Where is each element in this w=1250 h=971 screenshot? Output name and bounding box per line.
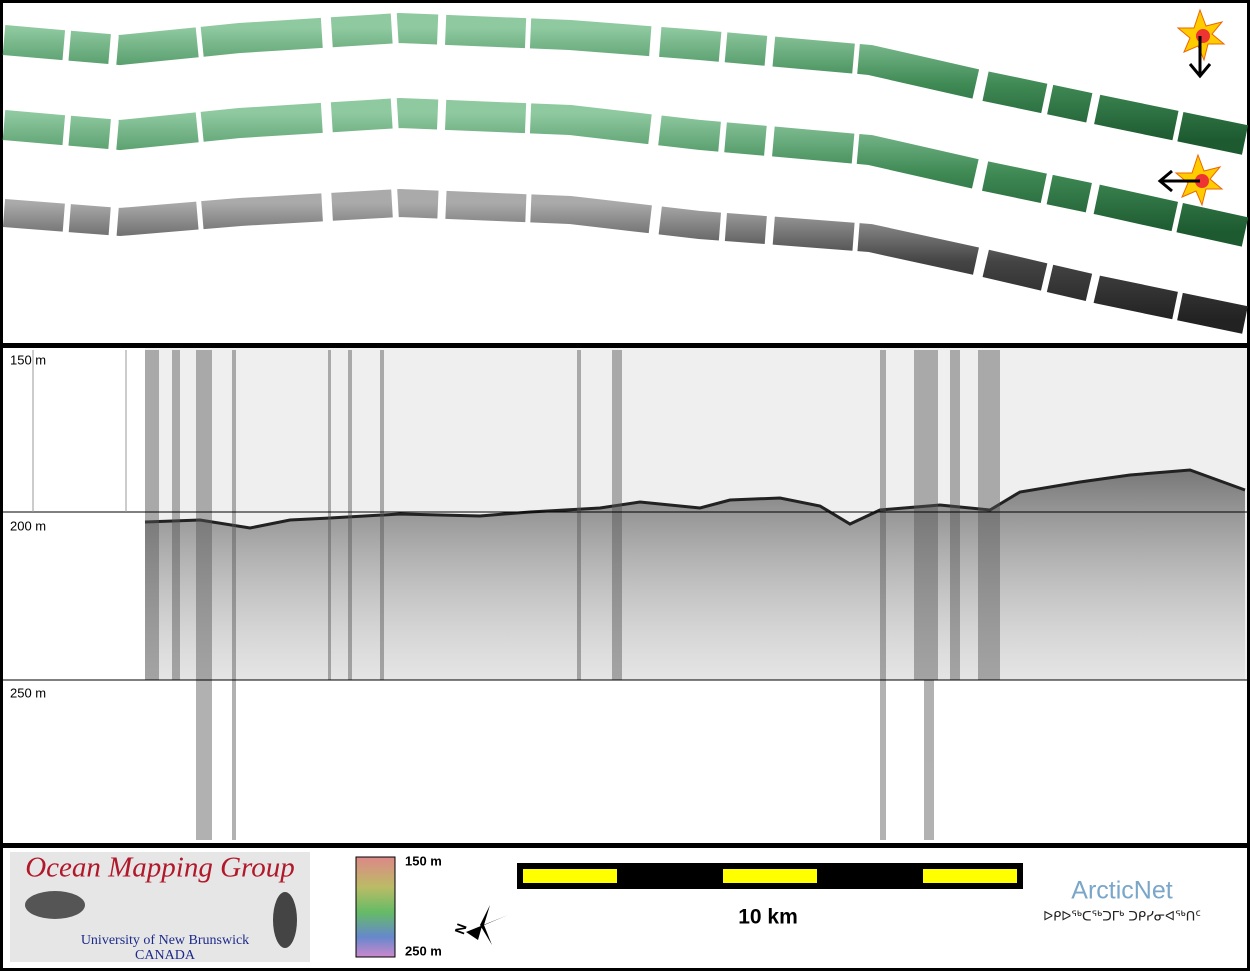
sun-icon — [1176, 8, 1226, 79]
noise-stripes — [145, 350, 1000, 840]
footer: Ocean Mapping Group University of New Br… — [10, 852, 1201, 963]
colorbar — [355, 856, 396, 958]
sun-icon — [1157, 153, 1224, 207]
depth-label: 200 m — [10, 518, 46, 533]
swath-strip — [2, 12, 1249, 155]
logo-graphic — [25, 891, 85, 919]
separator — [0, 843, 1250, 848]
scale-label: 10 km — [738, 906, 798, 929]
swath-panel — [2, 8, 1249, 334]
depth-label: 250 m — [10, 685, 46, 700]
seabed-line — [144, 468, 1246, 530]
no-data — [3, 512, 145, 680]
swath-strip — [2, 97, 1249, 247]
profile-panel: 150 m 200 m 250 m — [3, 348, 1247, 840]
seabed — [145, 470, 1245, 680]
partner-syllabics: ᐅᑭᐅᖅᑕᖅᑐᒥᒃ ᑐᑭᓯᓂᐊᖅᑎᑦ — [1043, 910, 1201, 925]
scale-segment — [523, 869, 617, 883]
swath-strip — [2, 188, 1248, 334]
scale-segment — [923, 869, 1017, 883]
logo-university: University of New Brunswick — [81, 933, 249, 948]
colorbar-top: 150 m — [405, 853, 442, 868]
logo-title: Ocean Mapping Group — [25, 852, 295, 884]
scale-segment — [723, 869, 817, 883]
no-data — [3, 348, 145, 512]
depth-label: 150 m — [10, 352, 46, 367]
colorbar-bottom: 250 m — [405, 943, 442, 958]
logo-country: CANADA — [135, 948, 196, 963]
logo-graphic — [273, 892, 297, 948]
separator — [0, 343, 1250, 348]
partner-name: ArcticNet — [1071, 877, 1172, 905]
